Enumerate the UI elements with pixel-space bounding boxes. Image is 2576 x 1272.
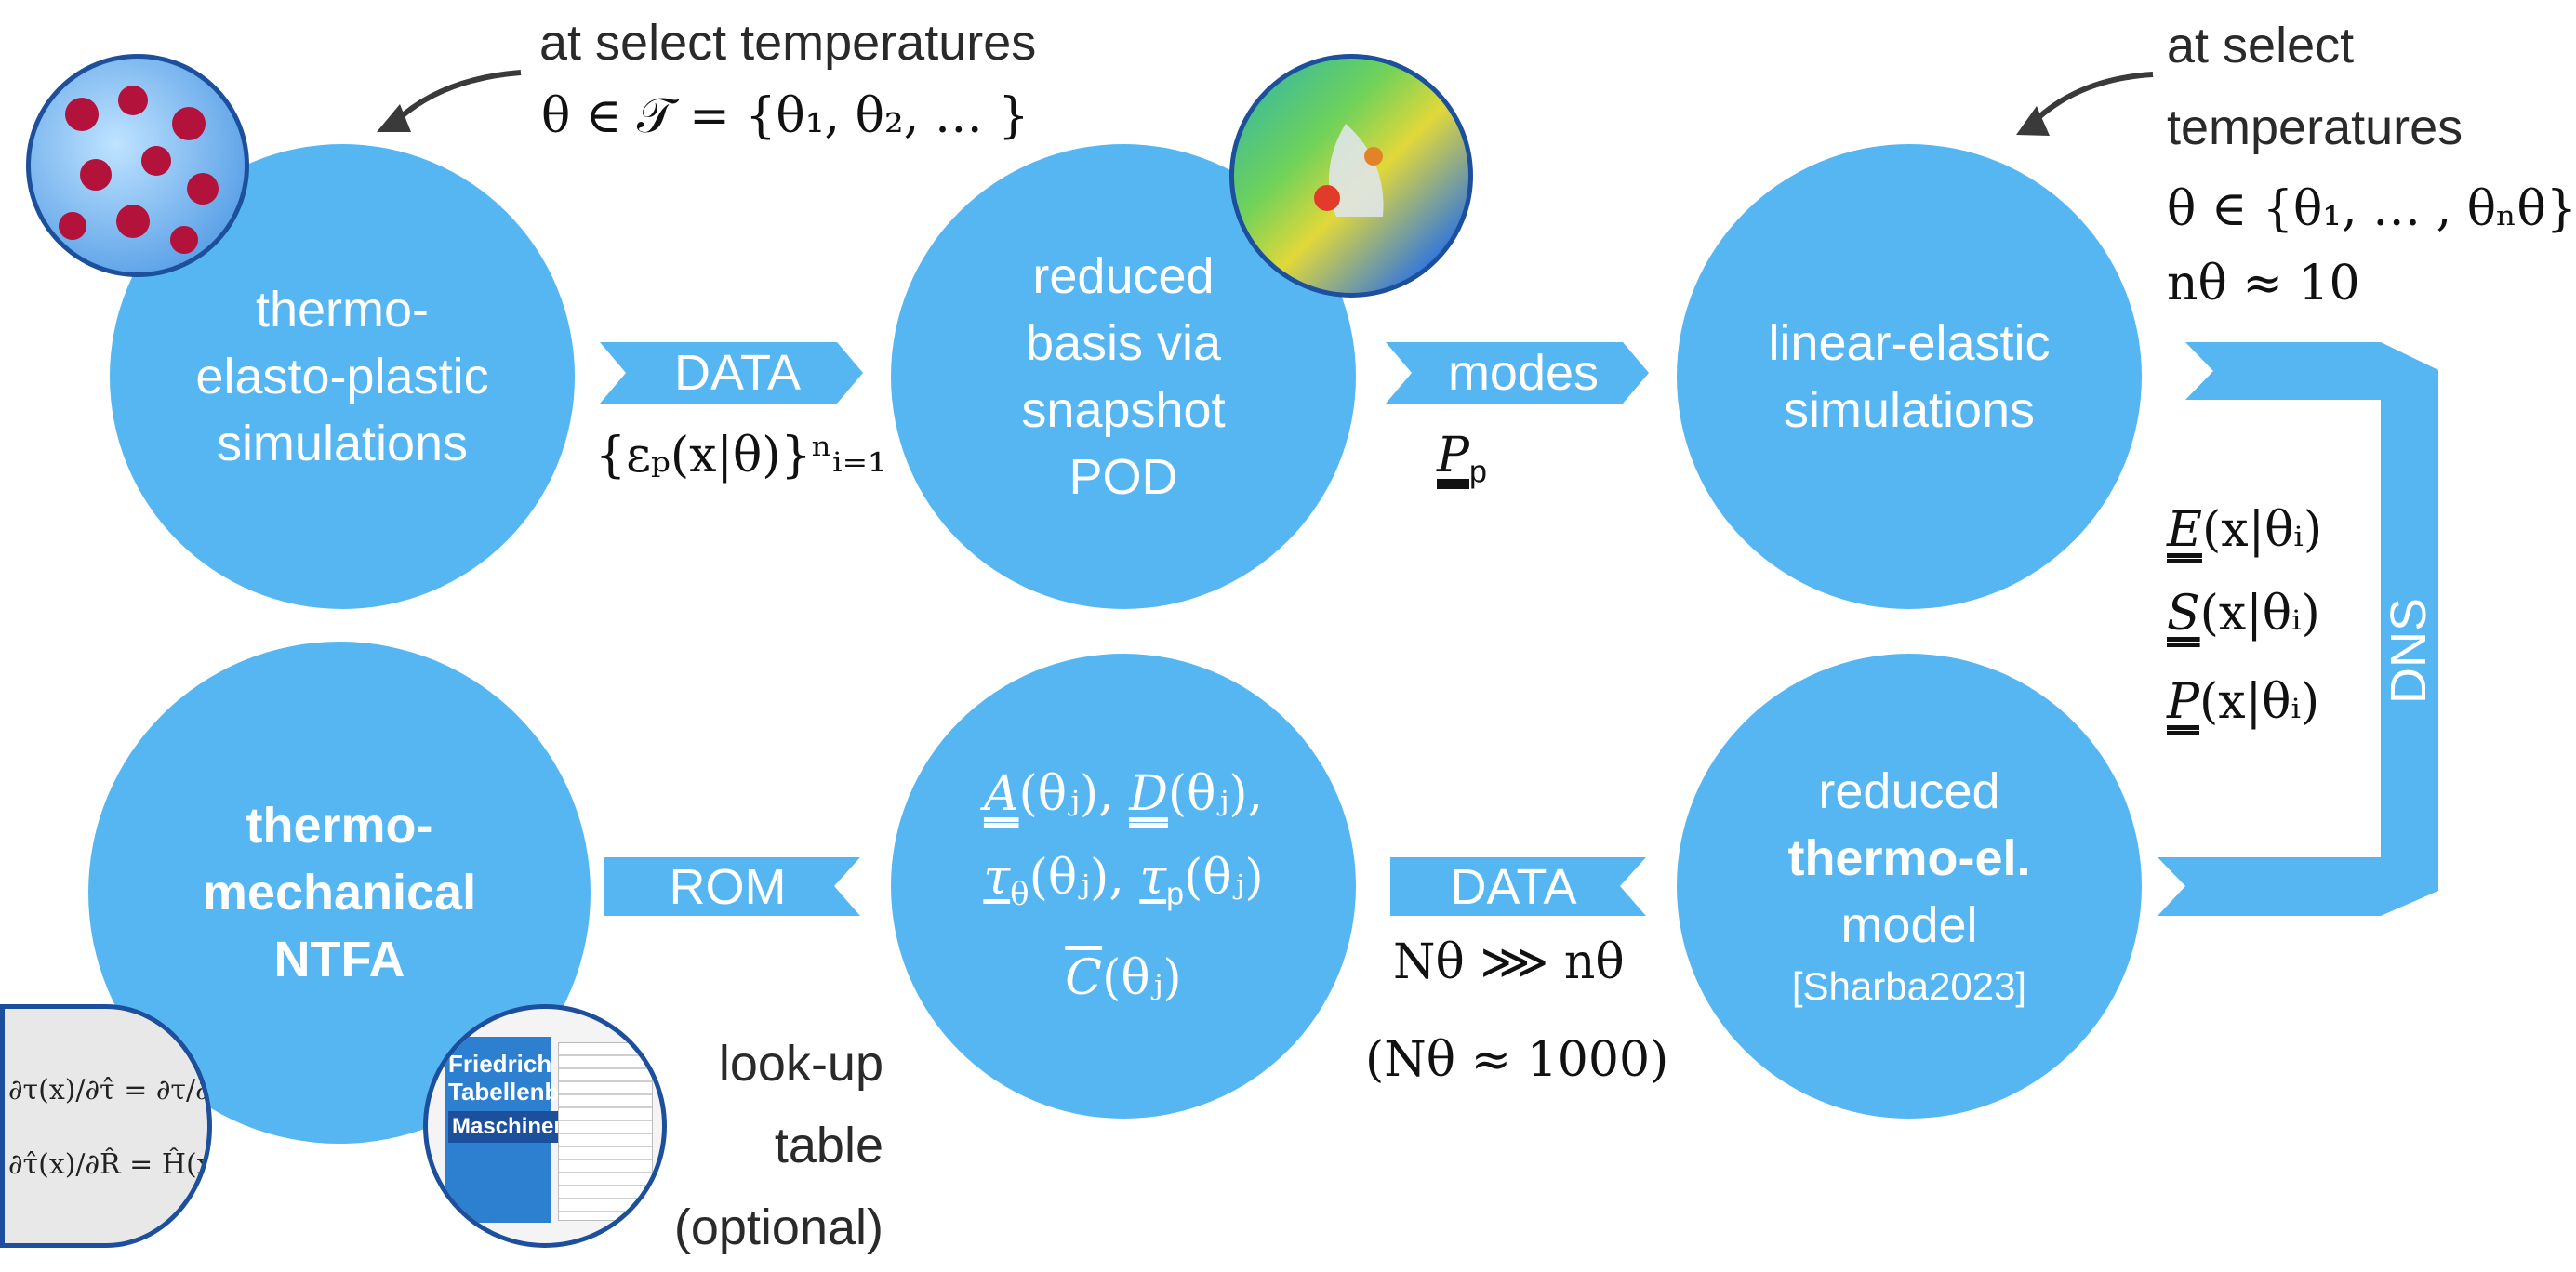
top-right-note-arrow	[2025, 72, 2154, 131]
circle-text-line: basis via	[1025, 315, 1222, 371]
formula-line-2: ∂τ̂(x)/∂R̂ = Ĥ(x)Q̂(x)	[8, 1148, 212, 1181]
top-right-note-line-4: nθ ≈ 10	[2167, 256, 2360, 311]
top-right-note-line-2: temperatures	[2167, 99, 2463, 155]
circle-text-line: thermo-el.	[1787, 830, 2031, 886]
E-field-label: E(x|θᵢ)	[2167, 502, 2322, 558]
circle-text-line: NTFA	[273, 932, 405, 987]
top-left-note-arrowhead	[377, 104, 411, 132]
P-field-label: P(x|θᵢ)	[2167, 674, 2319, 730]
data-bottom-arrow-shape	[1390, 857, 1646, 916]
lookup-line: table	[774, 1118, 883, 1173]
modes-label: modes	[1447, 345, 1600, 401]
tau-arg: (θⱼ),	[1029, 850, 1140, 907]
data-top-arrow-shape	[600, 342, 863, 404]
tau-p-symbol: τ	[1139, 850, 1167, 907]
D-arg: (θⱼ),	[1167, 766, 1264, 823]
lookup-table-note: look-up table (optional)	[651, 1023, 883, 1268]
P-sub: p	[1469, 454, 1487, 490]
lookup-line: (optional)	[673, 1199, 883, 1255]
table-page	[558, 1042, 653, 1221]
circle-text-line: POD	[1069, 449, 1178, 505]
N-large-label: Nθ ⋙ nθ	[1393, 934, 1625, 990]
tau-p-arg: (θⱼ)	[1184, 850, 1264, 907]
tau-p-sub: p	[1166, 876, 1185, 912]
tau-symbol: τ	[983, 850, 1011, 907]
P-field-symbol: P	[2167, 674, 2199, 730]
P-symbol: P	[1437, 428, 1469, 484]
rom-label: ROM	[669, 858, 787, 915]
top-right-note-line-3: θ ∈ {θ₁, … , θₙθ}	[2167, 181, 2576, 237]
book-title-line: Friedrich	[448, 1050, 552, 1078]
E-arg: (x|θᵢ)	[2201, 502, 2323, 558]
circle-text-line: simulations	[216, 416, 469, 471]
circle-text-line: simulations	[1783, 382, 2036, 438]
circle-text-line: thermo-	[246, 798, 433, 854]
S-arg: (x|θᵢ)	[2199, 586, 2320, 642]
top-right-note-line-1: at select	[2167, 18, 2355, 73]
quantities-line-3: C(θⱼ)	[1065, 936, 1181, 1020]
E-symbol: E	[2167, 502, 2202, 558]
quantities-line-2: τθ(θⱼ), τp(θⱼ)	[983, 836, 1263, 935]
top-left-note-line-1: at select temperatures	[539, 15, 1037, 71]
citation-label: [Sharba2023]	[1791, 964, 2027, 1008]
formula-line-1: ∂τ(x)/∂τ̂ = ∂τ/∂ξ̂ · ∂ξ̂/∂τ̂ = S	[8, 1074, 210, 1106]
circle-text-line: mechanical	[202, 865, 477, 921]
field-cube-illustration	[1314, 124, 1384, 217]
lookup-line: look-up	[718, 1036, 883, 1092]
snapshots-label: {εₚ(x|θ)}ⁿᵢ₌₁	[595, 428, 887, 484]
dns-label: DNS	[2381, 597, 2437, 704]
data-top-label: DATA	[673, 345, 801, 401]
rom-arrow-shape	[604, 857, 860, 916]
S-symbol: S	[2167, 586, 2200, 642]
circle-text-line: snapshot	[1021, 382, 1226, 438]
pod-mode-thumbnail	[1229, 54, 1473, 298]
circle-text-line: reduced	[1032, 248, 1215, 304]
A-symbol: A	[983, 766, 1019, 823]
circle-text-line: reduced	[1818, 763, 2000, 819]
quantities-line-1: A(θⱼ), D(θⱼ),	[984, 752, 1263, 836]
linear-elastic-circle: linear-elastic simulations	[1677, 144, 2142, 609]
microstructure-thumbnail	[26, 54, 249, 277]
data-bottom-label: DATA	[1450, 858, 1577, 915]
modes-P-label: Pp	[1437, 428, 1487, 490]
top-left-note-line-2: θ ∈ 𝒯 = {θ₁, θ₂, … }	[541, 88, 1029, 144]
C-arg: (θⱼ)	[1102, 949, 1182, 1006]
circle-text-line: model	[1840, 897, 1978, 953]
formula-thumbnail: ∂τ(x)/∂τ̂ = ∂τ/∂ξ̂ · ∂ξ̂/∂τ̂ = S ∂τ̂(x)/…	[0, 1004, 212, 1248]
N-approx-label: (Nθ ≈ 1000)	[1365, 1032, 1669, 1088]
circle-text-line: elasto-plastic	[195, 349, 489, 404]
quantities-circle: A(θⱼ), D(θⱼ), τθ(θⱼ), τp(θⱼ) C(θⱼ)	[891, 654, 1356, 1119]
top-right-note-arrowhead	[2016, 106, 2050, 136]
A-arg: (θⱼ),	[1018, 766, 1130, 823]
circle-text-line: thermo-	[255, 282, 430, 338]
inclusions-illustration	[59, 86, 219, 254]
C-symbol: C	[1065, 949, 1103, 1006]
S-field-label: S(x|θᵢ)	[2167, 586, 2320, 642]
reduced-model-circle: reduced thermo-el. model [Sharba2023]	[1677, 654, 2142, 1119]
P-field-arg: (x|θᵢ)	[2199, 674, 2320, 730]
dns-bracket-arrow-shape	[2158, 342, 2438, 916]
tau-sub: θ	[1010, 875, 1029, 913]
table-book-thumbnail: Friedrich Tabellenbuch Maschinenbau	[423, 1004, 667, 1248]
circle-text-line: linear-elastic	[1768, 315, 2051, 371]
modes-arrow-shape	[1386, 342, 1649, 404]
top-left-note-arrow	[388, 70, 522, 129]
D-symbol: D	[1129, 766, 1168, 823]
